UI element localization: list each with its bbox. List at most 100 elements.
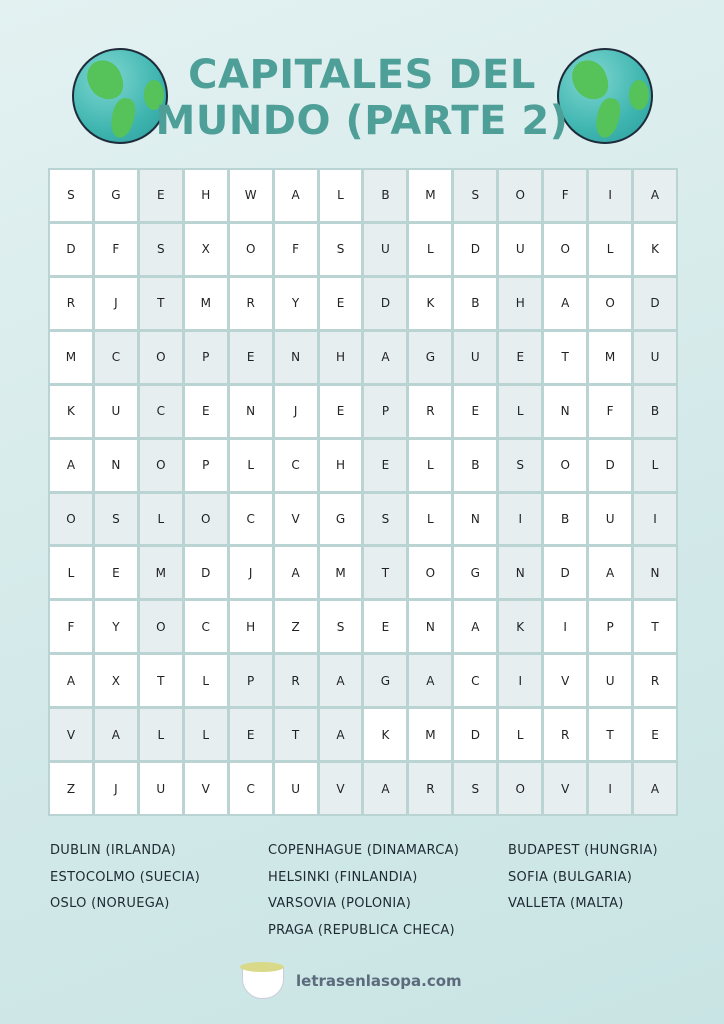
grid-cell[interactable]: P [184,439,227,491]
grid-cell[interactable]: S [364,493,407,545]
grid-cell[interactable]: O [139,331,182,383]
grid-cell[interactable]: N [634,547,676,599]
grid-cell[interactable]: D [454,709,497,761]
grid-cell[interactable]: A [319,655,362,707]
grid-cell[interactable]: A [364,763,407,814]
grid-cell[interactable]: A [364,331,407,383]
grid-cell[interactable]: E [229,709,272,761]
grid-cell[interactable]: M [139,547,182,599]
grid-cell[interactable]: K [499,601,542,653]
grid-cell[interactable]: F [544,170,587,221]
grid-cell[interactable]: U [634,331,676,383]
grid-cell[interactable]: G [94,170,137,221]
grid-cell[interactable]: I [589,763,632,814]
grid-cell[interactable]: L [634,439,676,491]
grid-cell[interactable]: E [94,547,137,599]
grid-cell[interactable]: N [229,385,272,437]
grid-cell[interactable]: L [409,223,452,275]
grid-cell[interactable]: S [319,223,362,275]
grid-cell[interactable]: U [589,655,632,707]
grid-cell[interactable]: R [634,655,676,707]
grid-cell[interactable]: E [364,601,407,653]
grid-cell[interactable]: I [544,601,587,653]
grid-cell[interactable]: S [139,223,182,275]
grid-cell[interactable]: H [229,601,272,653]
grid-cell[interactable]: D [544,547,587,599]
grid-cell[interactable]: C [229,763,272,814]
grid-cell[interactable]: E [364,439,407,491]
grid-cell[interactable]: C [184,601,227,653]
grid-cell[interactable]: V [274,493,317,545]
grid-cell[interactable]: G [364,655,407,707]
grid-cell[interactable]: M [409,170,452,221]
grid-cell[interactable]: L [184,709,227,761]
grid-cell[interactable]: A [544,277,587,329]
grid-cell[interactable]: A [50,655,92,707]
grid-cell[interactable]: N [94,439,137,491]
grid-cell[interactable]: A [634,763,676,814]
grid-cell[interactable]: S [319,601,362,653]
grid-cell[interactable]: S [94,493,137,545]
grid-cell[interactable]: U [499,223,542,275]
grid-cell[interactable]: F [94,223,137,275]
grid-cell[interactable]: K [364,709,407,761]
grid-cell[interactable]: C [94,331,137,383]
grid-cell[interactable]: L [409,439,452,491]
grid-cell[interactable]: Z [274,601,317,653]
grid-cell[interactable]: L [184,655,227,707]
grid-cell[interactable]: C [274,439,317,491]
grid-cell[interactable]: U [454,331,497,383]
grid-cell[interactable]: H [184,170,227,221]
grid-cell[interactable]: S [499,439,542,491]
grid-cell[interactable]: C [229,493,272,545]
grid-cell[interactable]: T [589,709,632,761]
grid-cell[interactable]: I [499,493,542,545]
grid-cell[interactable]: B [364,170,407,221]
grid-cell[interactable]: V [544,763,587,814]
grid-cell[interactable]: O [544,439,587,491]
grid-cell[interactable]: R [409,763,452,814]
grid-cell[interactable]: B [454,439,497,491]
grid-cell[interactable]: V [544,655,587,707]
grid-cell[interactable]: O [139,601,182,653]
grid-cell[interactable]: E [319,385,362,437]
grid-cell[interactable]: F [274,223,317,275]
grid-cell[interactable]: D [364,277,407,329]
grid-cell[interactable]: O [499,763,542,814]
grid-cell[interactable]: A [94,709,137,761]
grid-cell[interactable]: C [454,655,497,707]
grid-cell[interactable]: L [319,170,362,221]
grid-cell[interactable]: E [184,385,227,437]
grid-cell[interactable]: J [94,277,137,329]
grid-cell[interactable]: E [139,170,182,221]
grid-cell[interactable]: J [274,385,317,437]
grid-cell[interactable]: I [589,170,632,221]
grid-cell[interactable]: R [229,277,272,329]
grid-cell[interactable]: I [499,655,542,707]
grid-cell[interactable]: M [589,331,632,383]
grid-cell[interactable]: V [50,709,92,761]
grid-cell[interactable]: N [544,385,587,437]
grid-cell[interactable]: B [544,493,587,545]
grid-cell[interactable]: L [499,385,542,437]
grid-cell[interactable]: A [634,170,676,221]
grid-cell[interactable]: L [50,547,92,599]
grid-cell[interactable]: U [139,763,182,814]
grid-cell[interactable]: V [319,763,362,814]
grid-cell[interactable]: X [94,655,137,707]
grid-cell[interactable]: A [319,709,362,761]
grid-cell[interactable]: G [454,547,497,599]
grid-cell[interactable]: R [544,709,587,761]
grid-cell[interactable]: C [139,385,182,437]
grid-cell[interactable]: E [634,709,676,761]
grid-cell[interactable]: D [184,547,227,599]
grid-cell[interactable]: O [499,170,542,221]
grid-cell[interactable]: U [274,763,317,814]
grid-cell[interactable]: A [274,547,317,599]
grid-cell[interactable]: P [364,385,407,437]
grid-cell[interactable]: L [409,493,452,545]
grid-cell[interactable]: L [139,709,182,761]
grid-cell[interactable]: L [589,223,632,275]
grid-cell[interactable]: F [589,385,632,437]
grid-cell[interactable]: S [454,170,497,221]
